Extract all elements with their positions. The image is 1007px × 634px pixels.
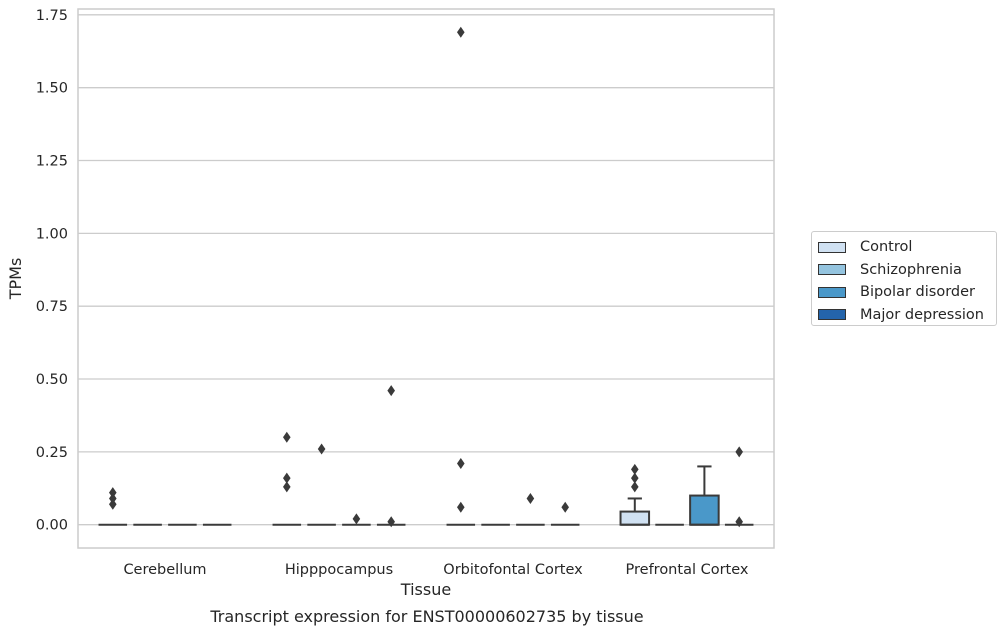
x-tick-label: Orbitofontal Cortex (443, 562, 583, 578)
outlier-point (735, 446, 743, 458)
outlier-point (317, 443, 326, 455)
outlier-point (109, 498, 117, 510)
outlier-point (387, 385, 395, 397)
outlier-point (526, 492, 535, 504)
outlier-point (735, 516, 743, 528)
outlier-point (631, 463, 639, 475)
x-tick-label: Cerebellum (123, 562, 206, 578)
box-body (619, 510, 651, 526)
outlier-point (631, 472, 639, 484)
legend-swatch-schizophrenia (818, 264, 846, 276)
y-axis-label: TPMs (6, 258, 25, 301)
outlier-point (283, 431, 291, 443)
y-tick-label: 1.25 (36, 154, 68, 170)
outlier-point (457, 458, 465, 470)
box-body (689, 494, 720, 526)
chart-legend: Control Schizophrenia Bipolar disorder M… (811, 231, 997, 326)
outlier-point (387, 516, 395, 528)
chart-caption: Transcript expression for ENST0000060273… (210, 607, 644, 626)
legend-item-schizophrenia: Schizophrenia (818, 259, 996, 282)
legend-swatch-major-depression (818, 309, 846, 321)
legend-label-bipolar-disorder: Bipolar disorder (860, 284, 975, 301)
y-tick-label: 0.00 (36, 518, 68, 534)
outlier-point (352, 513, 361, 525)
x-tick-label: Hipppocampus (285, 562, 393, 578)
x-axis-label: Tissue (400, 580, 451, 599)
y-tick-label: 0.50 (36, 372, 68, 388)
legend-item-control: Control (818, 236, 996, 259)
y-tick-label: 1.50 (36, 81, 68, 97)
outlier-point (457, 26, 465, 38)
legend-label-control: Control (860, 239, 913, 256)
plot-frame (77, 8, 775, 549)
y-tick-label: 0.25 (36, 445, 68, 461)
y-tick-label: 1.75 (36, 8, 68, 24)
legend-item-bipolar-disorder: Bipolar disorder (818, 281, 996, 304)
legend-label-schizophrenia: Schizophrenia (860, 261, 962, 278)
outlier-point (457, 501, 465, 513)
outlier-point (109, 492, 117, 504)
legend-swatch-bipolar-disorder (818, 286, 846, 298)
legend-item-major-depression: Major depression (818, 304, 996, 327)
y-tick-label: 1.00 (36, 226, 68, 242)
outlier-point (561, 501, 569, 513)
outlier-point (283, 472, 291, 484)
legend-swatch-control (818, 241, 846, 253)
y-tick-label: 0.75 (36, 299, 68, 315)
outlier-point (109, 487, 117, 499)
x-tick-label: Prefrontal Cortex (626, 562, 749, 578)
outlier-point (283, 481, 291, 493)
legend-label-major-depression: Major depression (860, 306, 984, 323)
outlier-point (631, 481, 639, 493)
